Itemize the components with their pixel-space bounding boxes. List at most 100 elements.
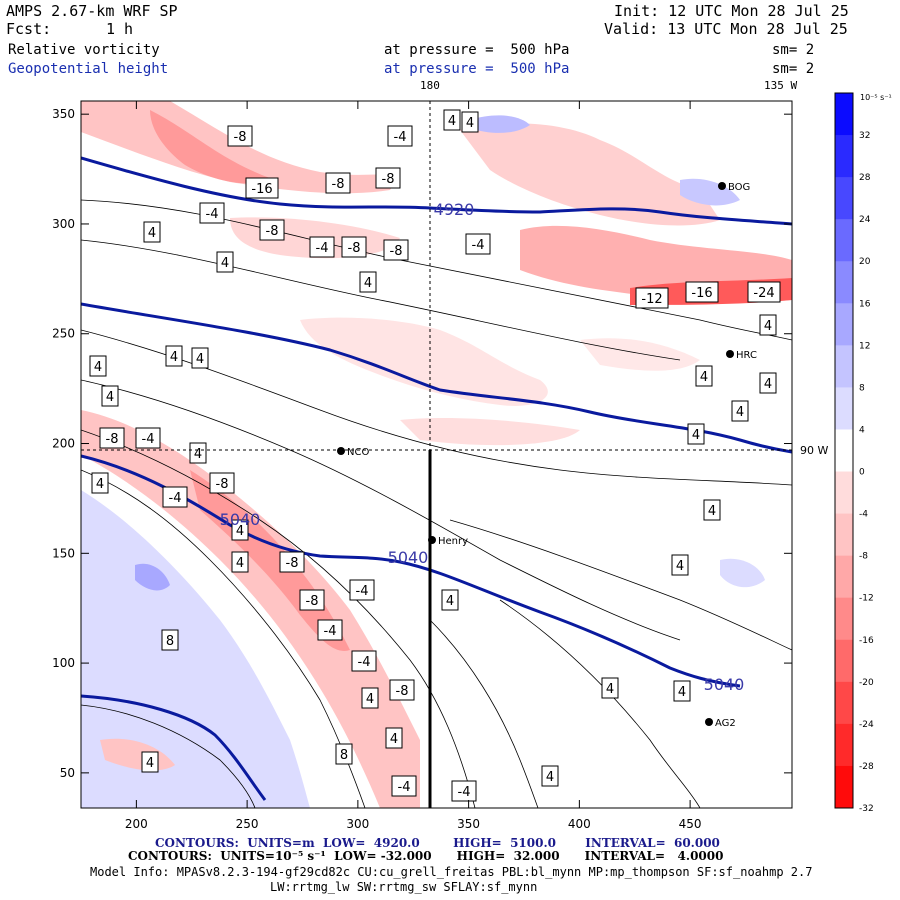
init-time: Init: 12 UTC Mon 28 Jul 25 <box>614 2 849 20</box>
svg-text:8: 8 <box>166 634 174 649</box>
svg-text:-4: -4 <box>206 207 219 222</box>
colorbar-tick-label: -16 <box>859 636 874 646</box>
colorbar-swatch <box>835 345 853 388</box>
colorbar-tick-label: 28 <box>859 173 871 183</box>
model-title: AMPS 2.67-km WRF SP <box>6 2 178 20</box>
svg-text:-8: -8 <box>234 130 247 145</box>
svg-text:4: 4 <box>764 377 772 392</box>
forecast-label: Fcst: <box>6 20 52 38</box>
svg-text:-8: -8 <box>396 684 409 699</box>
vorticity-contour-8 <box>449 519 792 651</box>
colorbar-swatch <box>835 177 853 220</box>
height-contour-labels: 4920 5040 5040 5040 <box>220 200 745 694</box>
height-contour-label: 5040 <box>220 510 261 529</box>
svg-text:4: 4 <box>194 447 202 462</box>
field1-smoothing: sm= 2 <box>772 42 815 58</box>
vorticity-contour-label: -8 <box>389 679 415 701</box>
svg-text:4: 4 <box>94 360 102 375</box>
colorbar-swatch <box>835 765 853 809</box>
axes: 200 250 300 350 400 450 50 100 150 200 250 300 350 <box>52 101 792 831</box>
colorbar-tick-label: 20 <box>859 257 871 267</box>
colorbar-swatch <box>835 303 853 346</box>
vorticity-contour-label: 4 <box>143 221 161 243</box>
colorbar-tick-label: 12 <box>859 341 870 351</box>
svg-text:4: 4 <box>708 504 716 519</box>
svg-text:BOG: BOG <box>728 182 750 193</box>
negative-vorticity-diagonal-band <box>81 410 420 808</box>
vorticity-contour-4 <box>81 379 681 641</box>
vorticity-contour-label: 4 <box>216 251 234 273</box>
svg-text:4: 4 <box>146 756 154 771</box>
height-contours <box>81 156 792 801</box>
lon-135w-label: 135 W <box>764 79 798 92</box>
svg-text:-8: -8 <box>286 556 299 571</box>
svg-text:-8: -8 <box>332 177 345 192</box>
vorticity-contour-label: 4 <box>671 554 689 576</box>
colorbar-tick-label: 8 <box>859 383 865 393</box>
vorticity-contour-label: -8 <box>259 219 285 241</box>
vorticity-contour-7 <box>81 704 256 808</box>
field1-name: Relative vorticity <box>8 42 160 58</box>
vorticity-contour-label: 4 <box>165 345 183 367</box>
vorticity-contour-label: -4 <box>162 486 188 508</box>
svg-text:-24: -24 <box>753 286 774 301</box>
model-physics: LW:rrtmg_lw SW:rrtmg_sw SFLAY:sf_mynn <box>270 880 538 894</box>
svg-text:4: 4 <box>692 428 700 443</box>
vorticity-contour-10 <box>499 599 701 808</box>
vorticity-contour-label: -4 <box>135 427 161 449</box>
svg-text:AG2: AG2 <box>715 718 736 729</box>
svg-text:4: 4 <box>606 682 614 697</box>
svg-text:4: 4 <box>96 477 104 492</box>
y-tick-label: 200 <box>52 437 75 451</box>
colorbar-tick-label: 16 <box>859 299 871 309</box>
colorbar-tick-label: -24 <box>859 720 874 730</box>
negative-vorticity-patch-central <box>300 317 548 406</box>
x-tick-label: 350 <box>457 817 480 831</box>
vorticity-contour-label: 8 <box>335 743 353 765</box>
vorticity-contour-2 <box>81 239 681 361</box>
colorbar-tick-label: 32 <box>859 131 870 141</box>
colorbar-swatch <box>835 219 853 262</box>
svg-text:-4: -4 <box>169 491 182 506</box>
vorticity-contour-label: -4 <box>309 236 335 258</box>
svg-text:-8: -8 <box>348 241 361 256</box>
colorbar-tick-label: -12 <box>859 594 874 604</box>
svg-text:4: 4 <box>366 692 374 707</box>
svg-text:NCO: NCO <box>347 447 369 458</box>
station-marker: NCO <box>337 447 369 458</box>
x-tick-label: 300 <box>346 817 369 831</box>
colorbar-swatch <box>835 723 853 767</box>
svg-text:4: 4 <box>446 594 454 609</box>
svg-text:-4: -4 <box>316 241 329 256</box>
svg-text:-16: -16 <box>251 182 272 197</box>
colorbar-tick-label: -20 <box>859 678 874 688</box>
station-marker: AG2 <box>705 718 736 729</box>
svg-text:4: 4 <box>364 276 372 291</box>
vorticity-contour-6 <box>81 429 476 808</box>
vorticity-contour-9 <box>429 619 539 808</box>
x-tick-label: 400 <box>568 817 591 831</box>
x-tick-label: 250 <box>236 817 259 831</box>
x-tick-label: 450 <box>679 817 702 831</box>
y-tick-label: 350 <box>52 107 75 121</box>
forecast-hour: 1 h <box>106 20 134 38</box>
station-marker: Henry <box>428 536 468 547</box>
field2-name: Geopotential height <box>8 61 169 77</box>
field1-level: at pressure = 500 hPa <box>384 42 570 58</box>
svg-text:4: 4 <box>678 685 686 700</box>
svg-text:4: 4 <box>546 770 554 785</box>
svg-text:-8: -8 <box>106 432 119 447</box>
vorticity-contour-label: 4 <box>231 519 249 541</box>
svg-text:-8: -8 <box>266 224 279 239</box>
svg-text:-8: -8 <box>382 172 395 187</box>
vorticity-contour-label: -4 <box>349 579 375 601</box>
lon-90w-label: 90 W <box>800 444 828 457</box>
stations: NCO Henry HRC AG2 BOG <box>337 182 757 729</box>
station-marker: HRC <box>726 350 757 361</box>
colorbar-tick-label: -32 <box>859 804 874 814</box>
mixed-vorticity-cluster <box>460 123 720 226</box>
model-info: Model Info: MPASv8.2.3-194-gf29cd82c CU:… <box>90 865 813 879</box>
vorticity-contour-label: -4 <box>451 780 477 802</box>
svg-text:-4: -4 <box>398 780 411 795</box>
svg-text:4: 4 <box>148 226 156 241</box>
